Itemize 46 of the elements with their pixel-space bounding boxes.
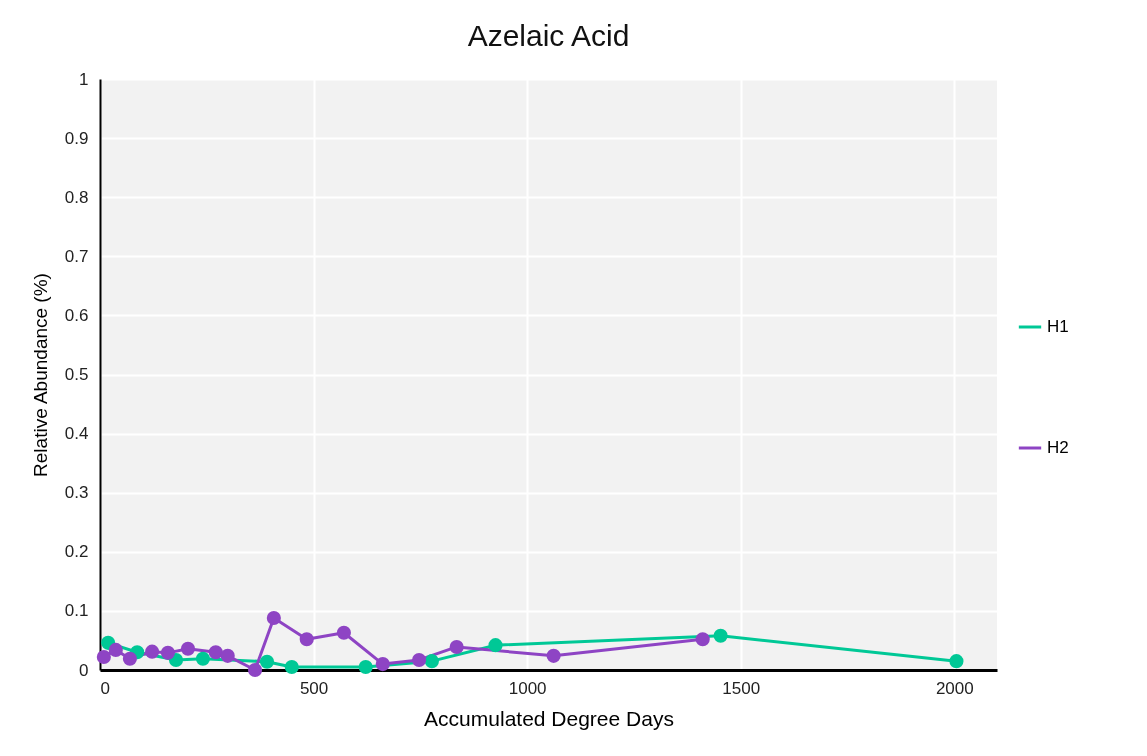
point	[96, 649, 111, 665]
x-tick-label: 0	[100, 678, 110, 698]
point	[358, 659, 373, 675]
x-tick-label: 2000	[935, 678, 974, 698]
y-tick-label: 0.8	[64, 187, 89, 207]
y-tick-label: 0	[79, 660, 89, 680]
y-tick-label: 0.2	[64, 542, 89, 562]
point	[424, 654, 439, 669]
x-tick-label: 500	[299, 678, 329, 698]
x-tick-label: 1500	[722, 678, 761, 698]
y-tick-label: 1	[79, 69, 89, 89]
point	[208, 645, 223, 660]
y-tick-label: 0.6	[64, 305, 89, 325]
y-tick-label: 0.4	[64, 424, 89, 444]
point	[180, 641, 196, 656]
y-tick-label: 0.3	[64, 483, 89, 503]
point	[247, 662, 263, 678]
point	[284, 659, 299, 675]
point	[266, 610, 281, 626]
point	[949, 654, 964, 669]
legend-label: H1	[1047, 317, 1069, 336]
point	[122, 651, 137, 666]
point	[259, 654, 275, 669]
point	[145, 644, 160, 659]
point	[160, 645, 175, 660]
point	[108, 642, 123, 657]
x-axis-title: Accumulated Degree Days	[424, 706, 674, 730]
point	[412, 652, 427, 668]
x-tick-label: 1000	[508, 678, 547, 698]
point	[695, 632, 710, 647]
point	[375, 657, 390, 672]
legend-label: H2	[1047, 438, 1069, 457]
point	[220, 648, 235, 663]
y-tick-label: 0.5	[64, 365, 89, 384]
point	[713, 628, 728, 643]
point	[488, 638, 503, 653]
y-tick-label: 0.7	[64, 246, 89, 266]
point	[336, 625, 351, 640]
chart-title: Azelaic Acid	[467, 19, 630, 52]
point	[299, 632, 314, 647]
point	[195, 651, 211, 666]
point	[546, 648, 561, 663]
y-axis-title: Relative Abundance (%)	[29, 273, 51, 477]
y-tick-label: 0.9	[64, 128, 89, 148]
y-tick-label: 0.1	[64, 601, 89, 621]
point	[449, 639, 464, 655]
